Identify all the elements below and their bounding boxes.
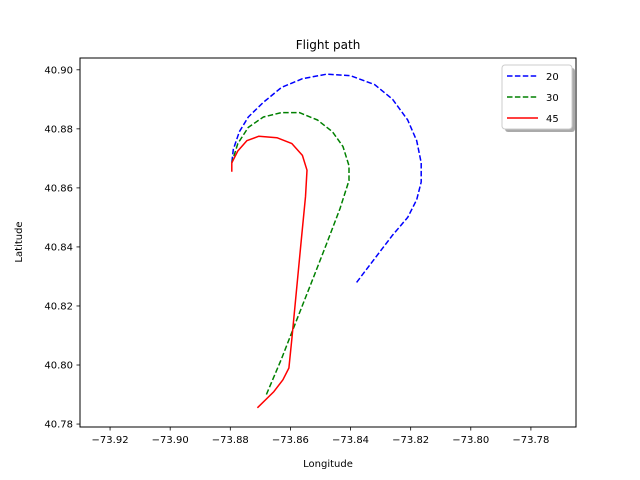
x-tick-label: −73.90 [152, 435, 189, 446]
legend: 20 30 45 [501, 64, 575, 132]
series-layer [231, 73, 422, 409]
x-axis-label: Longitude [303, 459, 353, 470]
x-tick-label: −73.84 [332, 435, 369, 446]
x-tick-label: −73.92 [92, 435, 129, 446]
x-tick-label: −73.86 [272, 435, 309, 446]
y-tick-label: 40.88 [44, 124, 73, 135]
x-tick-label: −73.78 [512, 435, 549, 446]
y-tick-label: 40.84 [44, 242, 73, 253]
y-tick-label: 40.90 [44, 65, 73, 76]
legend-label-45: 45 [546, 114, 559, 125]
y-axis-label: Latitude [14, 221, 25, 262]
legend-label-20: 20 [546, 72, 559, 83]
y-axis-ticks: 40.78 40.80 40.82 40.84 40.86 40.88 40.90 [44, 65, 80, 431]
chart-title: Flight path [296, 38, 361, 52]
legend-label-30: 30 [546, 93, 559, 104]
legend-items: 20 30 45 [507, 72, 559, 125]
x-tick-label: −73.88 [212, 435, 249, 446]
y-tick-label: 40.86 [44, 183, 73, 194]
series-line-30 [231, 111, 350, 395]
x-axis-ticks: −73.92 −73.90 −73.88 −73.86 −73.84 −73.82 −73.… [92, 427, 549, 446]
series-line-45 [231, 135, 308, 409]
plot-area [79, 57, 577, 428]
legend-box [501, 64, 573, 130]
series-line-20 [231, 73, 422, 283]
x-tick-label: −73.82 [392, 435, 429, 446]
y-tick-label: 40.80 [44, 361, 73, 372]
y-tick-label: 40.78 [44, 420, 73, 431]
x-tick-label: −73.80 [452, 435, 489, 446]
y-tick-label: 40.82 [44, 301, 73, 312]
